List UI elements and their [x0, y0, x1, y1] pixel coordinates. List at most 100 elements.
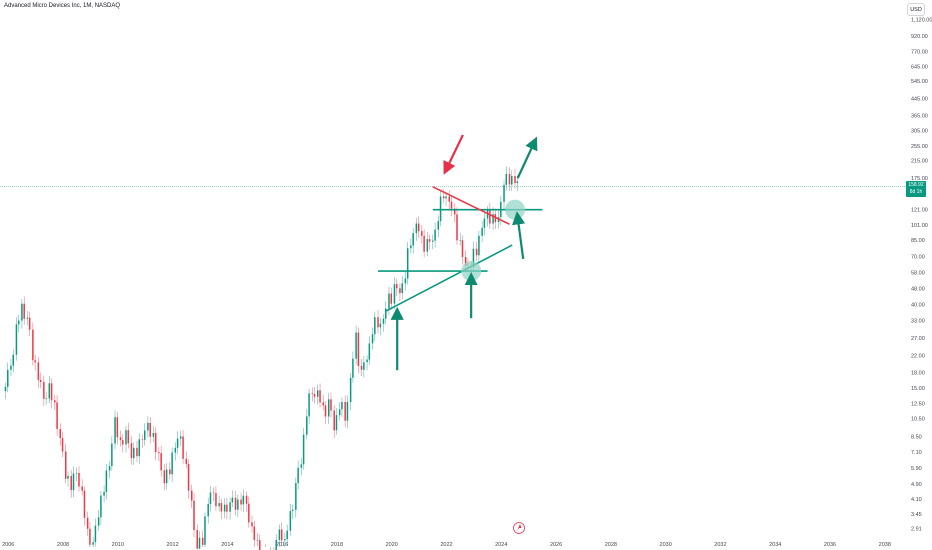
- candle-body: [45, 398, 47, 399]
- candle-body: [368, 343, 371, 360]
- candle-body: [453, 208, 456, 215]
- candle-body: [154, 433, 157, 453]
- candle-body: [330, 399, 332, 411]
- candle-body: [355, 332, 357, 359]
- candle-body: [327, 399, 330, 417]
- candle-body: [114, 417, 116, 444]
- candle-body: [371, 334, 374, 344]
- candle-body: [237, 499, 239, 510]
- y-tick-label: 5.90: [911, 466, 922, 472]
- candle-body: [12, 354, 14, 366]
- x-tick-label: 2034: [769, 542, 781, 548]
- trend-line[interactable]: [432, 186, 510, 225]
- candle-body: [97, 517, 100, 526]
- highlight-circle[interactable]: [461, 261, 482, 282]
- candle-body: [182, 436, 184, 459]
- candle-body: [78, 472, 80, 487]
- candle-body: [229, 502, 231, 512]
- candle-body: [136, 447, 138, 457]
- y-tick-label: 8.50: [911, 435, 922, 441]
- y-tick-label: 770.00: [911, 49, 928, 55]
- candle-body: [92, 542, 94, 545]
- candle-body: [437, 221, 440, 230]
- candle-body: [234, 497, 237, 510]
- y-tick-label: 305.00: [911, 129, 928, 135]
- candle-body: [461, 240, 464, 257]
- y-tick-label: 10.50: [911, 417, 925, 423]
- candle-body: [147, 422, 149, 431]
- candle-body: [190, 490, 193, 501]
- candle-body: [48, 383, 51, 399]
- candle-body: [322, 402, 324, 406]
- candle-body: [278, 529, 281, 540]
- candle-body: [390, 293, 393, 304]
- y-tick-label: 215.00: [911, 159, 928, 165]
- currency-button[interactable]: USD: [907, 3, 925, 16]
- candle-body: [514, 176, 516, 184]
- candle-body: [393, 284, 396, 304]
- candle-body: [187, 463, 190, 491]
- candle-body: [28, 317, 31, 330]
- candle-body: [116, 417, 119, 438]
- candle-body: [133, 447, 135, 459]
- candle-body: [37, 362, 40, 380]
- y-tick-label: 4.10: [911, 497, 922, 503]
- chart-title: Advanced Micro Devices Inc, 1M, NASDAQ: [4, 3, 121, 9]
- price-axis[interactable]: 1,120.00 920.00 770.00 645.00 545.00 445.00 36…: [911, 17, 932, 532]
- candle-body: [426, 239, 429, 252]
- candle-body: [59, 429, 62, 439]
- annotations[interactable]: [378, 134, 543, 371]
- candle-body: [410, 245, 412, 249]
- candle-body: [492, 214, 494, 224]
- candle-body: [379, 323, 382, 328]
- candle-body: [481, 227, 483, 236]
- candles: [4, 166, 519, 550]
- arrow-up-icon[interactable]: [512, 211, 526, 260]
- candle-body: [346, 402, 349, 421]
- candle-body: [223, 504, 226, 512]
- candle-body: [64, 451, 67, 479]
- candle-body: [75, 472, 78, 474]
- candle-body: [428, 239, 431, 242]
- candle-body: [511, 176, 513, 185]
- candle-body: [176, 438, 179, 448]
- candle-body: [445, 196, 447, 199]
- candle-body: [297, 467, 299, 484]
- candle-body: [464, 256, 467, 266]
- candle-body: [122, 440, 124, 445]
- candle-body: [119, 437, 122, 441]
- candle-body: [149, 422, 151, 437]
- y-tick-label: 255.00: [911, 144, 928, 150]
- time-axis[interactable]: 2006 2008 2010 2012 2014 2016 2018 2020 2022 2024…: [2, 542, 891, 548]
- candle-body: [248, 503, 250, 523]
- candle-body: [169, 469, 171, 475]
- x-tick-label: 2020: [386, 542, 398, 548]
- candle-body: [503, 184, 505, 202]
- candle-body: [207, 504, 209, 517]
- candle-body: [450, 201, 453, 209]
- candle-body: [61, 438, 64, 452]
- candle-body: [56, 402, 58, 430]
- arrow-up-icon[interactable]: [516, 136, 538, 179]
- candle-body: [185, 458, 188, 464]
- candle-body: [130, 443, 133, 459]
- highlight-circle[interactable]: [504, 199, 525, 220]
- x-tick-label: 2006: [2, 542, 14, 548]
- candle-body: [17, 320, 20, 325]
- candle-body: [388, 293, 390, 309]
- candle-body: [313, 394, 316, 397]
- candle-body: [226, 504, 228, 512]
- x-tick-label: 2012: [166, 542, 178, 548]
- candle-body: [253, 526, 256, 540]
- candle-body: [218, 503, 220, 507]
- candle-body: [143, 430, 146, 440]
- price-tag: 158.92 8d 1h: [906, 181, 926, 197]
- arrow-down-icon[interactable]: [443, 134, 464, 175]
- candle-body: [302, 434, 305, 465]
- candle-body: [7, 369, 9, 387]
- trend-line[interactable]: [385, 244, 513, 312]
- y-tick-label: 1,120.00: [911, 17, 932, 23]
- x-tick-label: 2036: [824, 542, 836, 548]
- tradingview-logo-icon[interactable]: [513, 522, 525, 534]
